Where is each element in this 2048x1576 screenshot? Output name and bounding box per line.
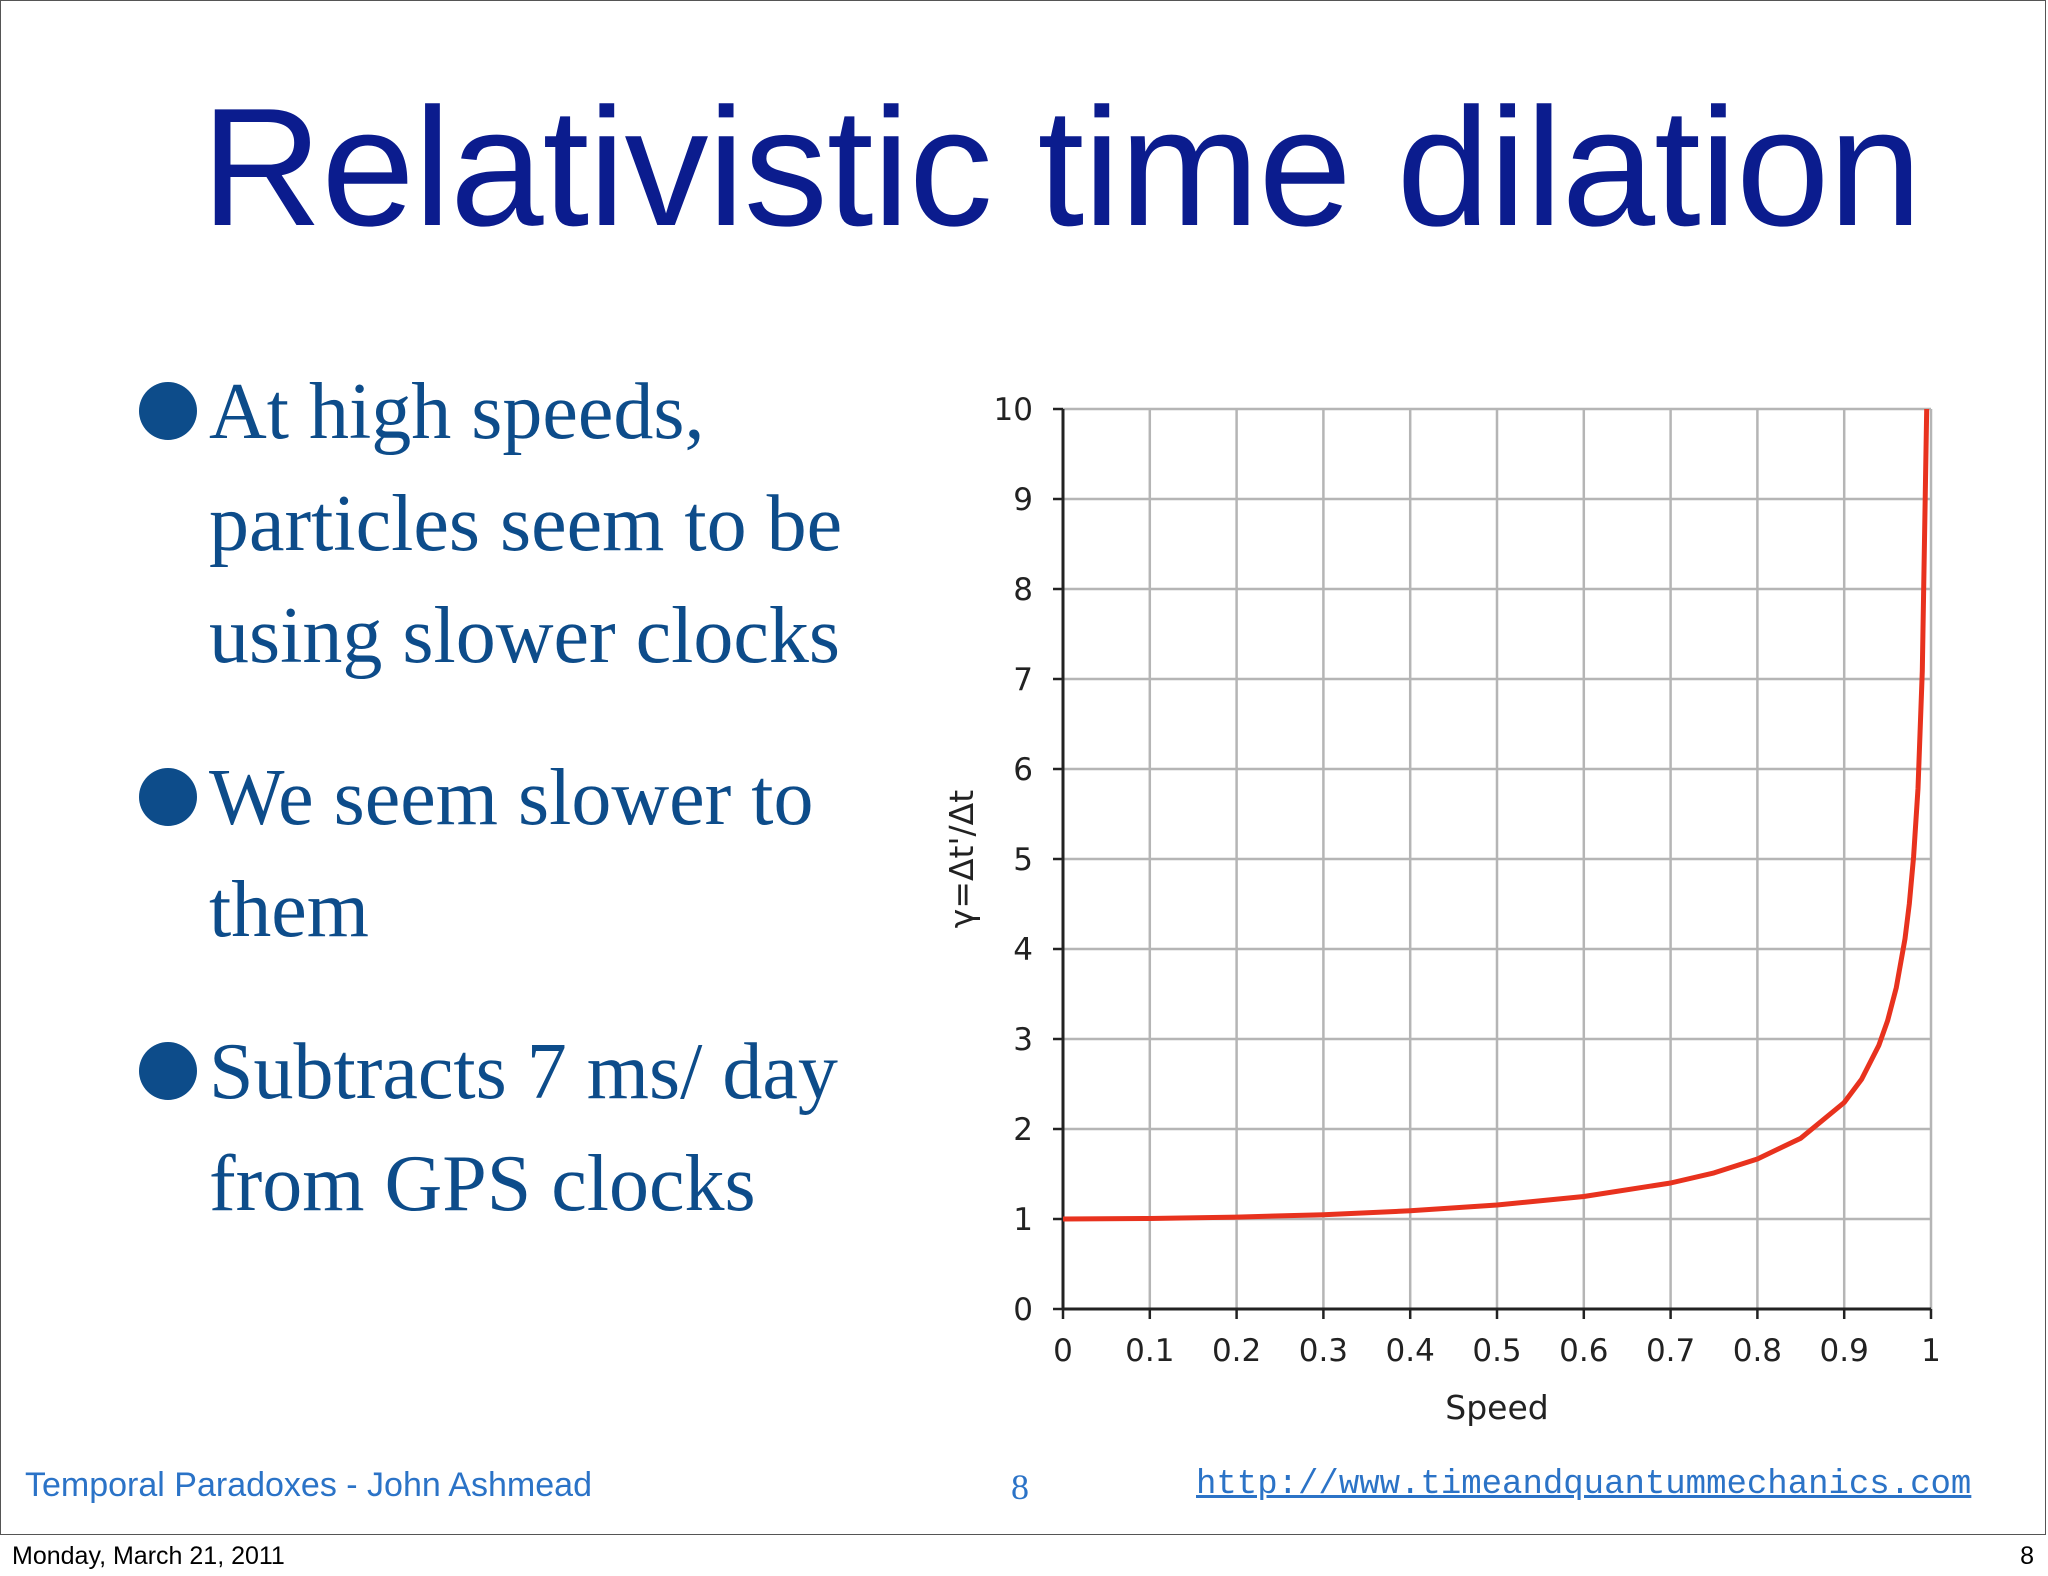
slide: Relativistic time dilation At high speed… (0, 0, 2046, 1535)
x-axis-label: Speed (1445, 1388, 1548, 1427)
bullet-text: We seem slower to them (209, 754, 814, 954)
status-date: Monday, March 21, 2011 (12, 1542, 285, 1570)
x-tick-label: 0.7 (1646, 1333, 1695, 1369)
status-page-number: 8 (2020, 1542, 2034, 1570)
bullet-item: Subtracts 7 ms/ day from GPS clocks (131, 1016, 931, 1240)
x-tick-label: 1 (1921, 1333, 1941, 1369)
y-tick-label: 5 (1013, 842, 1033, 878)
y-tick-label: 10 (994, 392, 1033, 428)
gamma-curve-line (1062, 408, 1930, 1222)
y-tick-label: 3 (1013, 1022, 1033, 1058)
y-axis-label: γ=Δt'/Δt (942, 790, 981, 928)
y-tick-label: 7 (1013, 662, 1033, 698)
bullet-list: At high speeds, particles seem to be usi… (131, 356, 931, 1290)
x-tick-label: 0.1 (1125, 1333, 1174, 1369)
x-tick-label: 0.5 (1472, 1333, 1521, 1369)
footer-presentation-title: Temporal Paradoxes - John Ashmead (25, 1466, 592, 1504)
bullet-item: At high speeds, particles seem to be usi… (131, 356, 931, 692)
x-tick-label: 0.8 (1733, 1333, 1782, 1369)
bullet-dot-icon (139, 768, 197, 826)
time-dilation-chart: 0 0.1 0.2 0.3 0.4 0.5 0.6 0.7 0.8 0.9 101234567891… (942, 392, 1941, 1427)
bullet-item: We seem slower to them (131, 742, 931, 966)
y-tick-label: 0 (1013, 1292, 1033, 1328)
bullet-dot-icon (139, 382, 197, 440)
y-tick-label: 1 (1013, 1202, 1033, 1238)
x-tick-label: 0.6 (1559, 1333, 1608, 1369)
x-tick-label: 0.2 (1212, 1333, 1261, 1369)
x-tick-label: 0.3 (1299, 1333, 1348, 1369)
y-tick-label: 8 (1013, 572, 1033, 608)
x-tick-label: 0 (1053, 1333, 1073, 1369)
y-tick-label: 2 (1013, 1112, 1033, 1148)
footer-website-link[interactable]: http://www.timeandquantummechanics.com (1196, 1466, 1972, 1504)
y-tick-label: 4 (1013, 932, 1033, 968)
bullet-text: At high speeds, particles seem to be usi… (209, 368, 843, 680)
x-tick-label: 0.4 (1386, 1333, 1435, 1369)
footer-page-number: 8 (1011, 1467, 1029, 1507)
x-tick-label: 0.9 (1820, 1333, 1869, 1369)
bullet-dot-icon (139, 1042, 197, 1100)
slide-title: Relativistic time dilation (201, 73, 1922, 261)
y-tick-label: 9 (1013, 482, 1033, 518)
bullet-text: Subtracts 7 ms/ day from GPS clocks (209, 1028, 838, 1228)
y-tick-label: 6 (1013, 752, 1033, 788)
